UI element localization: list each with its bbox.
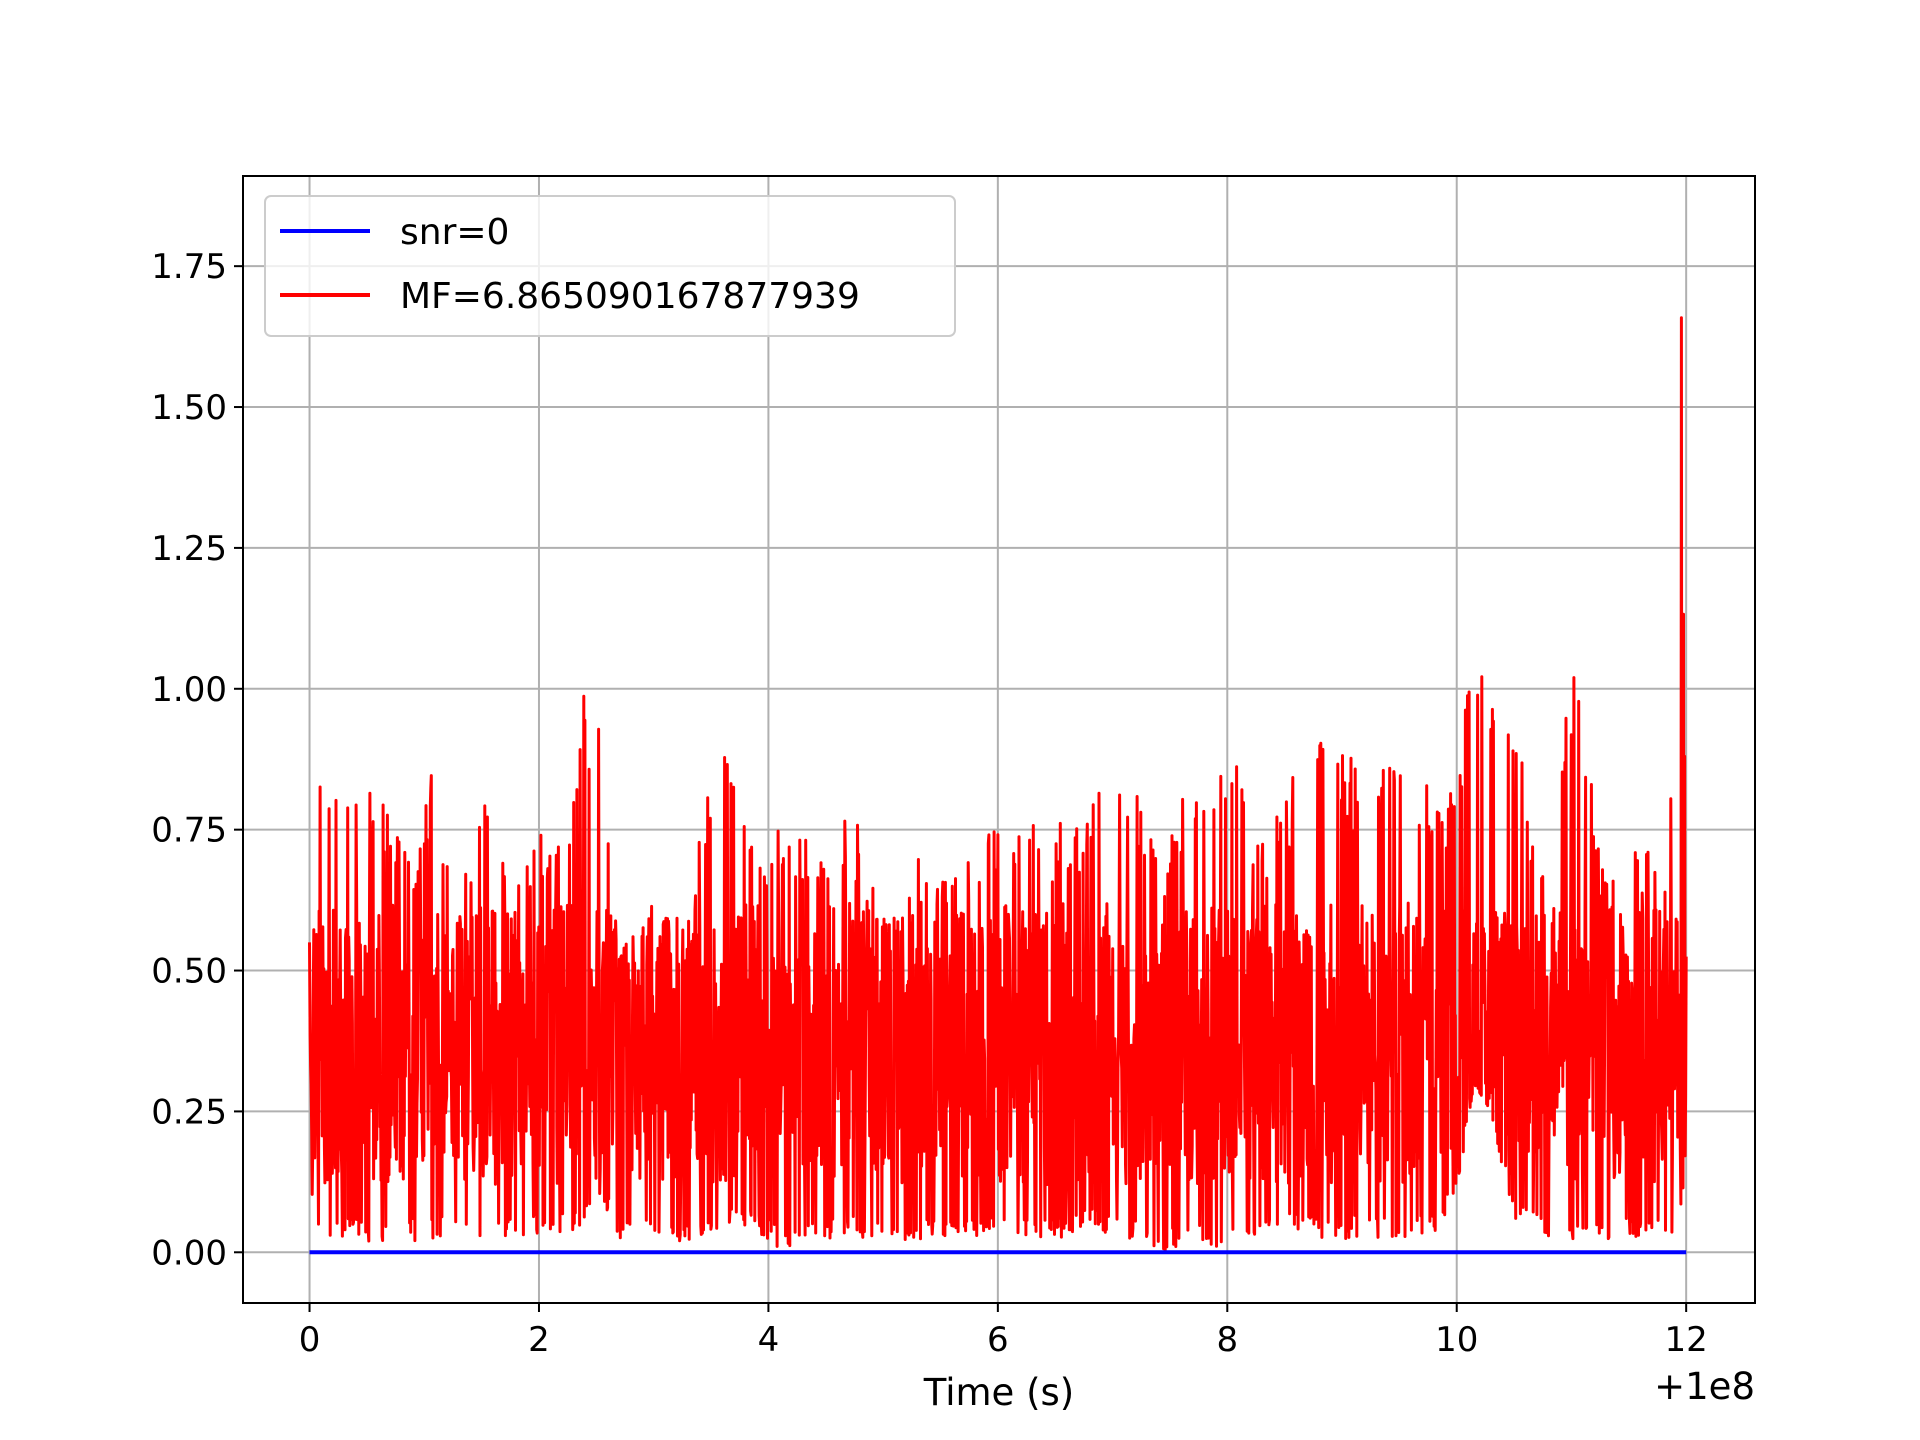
y-tick-label: 0.50: [151, 952, 227, 992]
x-tick-label: 8: [1216, 1320, 1238, 1360]
legend-box: [264, 195, 956, 337]
x-axis-title: Time (s): [923, 1371, 1074, 1414]
series-line-mf: [308, 316, 1688, 1252]
x-tick-label: 4: [758, 1320, 780, 1360]
axis-ticks: 0 2 4 6 8 10 12 0.00 0.25 0.50 0.75 1.00 1.25 1.50 1.7…: [151, 247, 1708, 1360]
y-tick-label: 1.50: [151, 388, 227, 428]
x-axis-offset-label: +1e8: [1654, 1365, 1755, 1408]
legend: snr=0 MF=6.865090167877939: [264, 195, 956, 337]
x-tick-label: 0: [299, 1320, 321, 1360]
legend-entry-label: snr=0: [400, 212, 509, 253]
y-tick-label: 1.00: [151, 670, 227, 710]
plot-data: [308, 316, 1688, 1255]
y-tick-label: 1.25: [151, 529, 227, 569]
x-tick-label: 2: [528, 1320, 550, 1360]
y-tick-label: 0.75: [151, 811, 227, 851]
legend-entry-label: MF=6.865090167877939: [400, 276, 860, 317]
x-tick-label: 10: [1435, 1320, 1478, 1360]
x-tick-label: 12: [1665, 1320, 1708, 1360]
x-tick-label: 6: [987, 1320, 1009, 1360]
y-tick-label: 1.75: [151, 247, 227, 287]
y-tick-label: 0.25: [151, 1092, 227, 1132]
y-tick-label: 0.00: [151, 1233, 227, 1273]
plot-frame: [242, 175, 1756, 1304]
